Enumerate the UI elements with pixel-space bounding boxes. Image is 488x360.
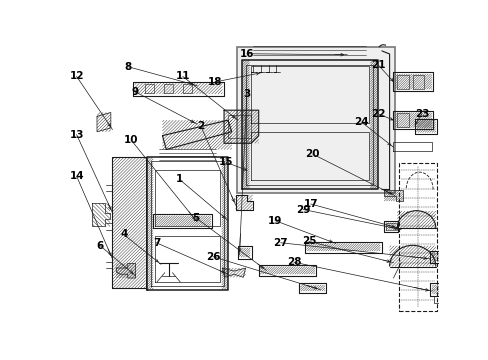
Text: 8: 8 (124, 62, 132, 72)
Bar (237, 47, 394, 193)
Text: 19: 19 (267, 216, 282, 226)
Text: 12: 12 (69, 72, 84, 81)
Text: 11: 11 (175, 72, 190, 81)
Text: 4: 4 (120, 229, 127, 239)
Text: 16: 16 (239, 49, 254, 59)
Text: 21: 21 (370, 60, 385, 70)
Text: 9: 9 (131, 87, 138, 97)
Text: 18: 18 (207, 77, 222, 87)
Text: 26: 26 (205, 252, 220, 262)
Text: 7: 7 (152, 238, 160, 248)
Text: 1: 1 (175, 174, 183, 184)
Text: 13: 13 (69, 130, 84, 140)
Text: 14: 14 (69, 171, 84, 181)
Text: 10: 10 (124, 135, 138, 145)
Text: 29: 29 (296, 204, 310, 215)
Text: 23: 23 (414, 109, 428, 119)
Text: 15: 15 (219, 157, 233, 167)
Text: 2: 2 (197, 121, 204, 131)
Text: 6: 6 (96, 240, 103, 251)
Text: 27: 27 (273, 238, 287, 248)
Text: 5: 5 (192, 213, 199, 223)
Text: 20: 20 (305, 149, 319, 159)
Text: 17: 17 (303, 199, 318, 209)
Text: 25: 25 (301, 237, 316, 246)
Text: 28: 28 (286, 257, 301, 267)
Text: 24: 24 (354, 117, 368, 127)
Text: 3: 3 (243, 90, 250, 99)
Text: 22: 22 (370, 109, 385, 119)
